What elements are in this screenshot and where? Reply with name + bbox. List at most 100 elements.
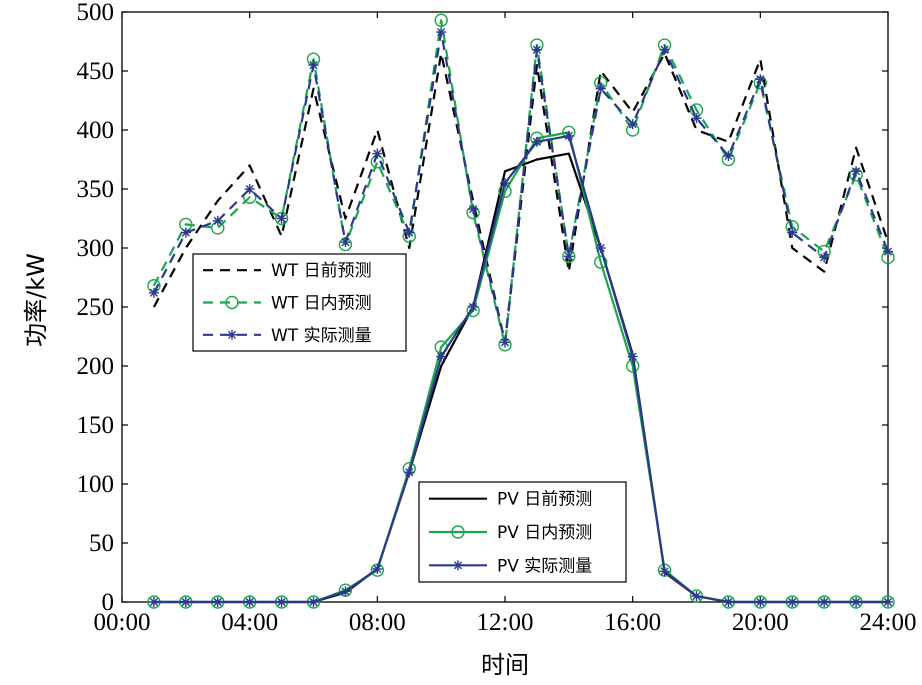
star-marker-stroke	[468, 204, 478, 214]
star-marker	[787, 227, 798, 238]
star-marker	[755, 74, 766, 85]
star-marker	[659, 566, 670, 577]
legend-label: PV 实际测量	[497, 556, 592, 576]
star-marker-stroke	[660, 45, 669, 54]
star-marker	[627, 351, 638, 362]
star-marker	[453, 560, 463, 571]
y-tick-label: 0	[102, 589, 115, 616]
circle-marker	[451, 525, 465, 539]
star-marker	[563, 130, 574, 141]
star-marker	[468, 302, 479, 312]
x-tick-label: 24:00	[860, 609, 917, 636]
circle-marker	[594, 255, 608, 269]
circle-marker	[434, 13, 448, 27]
legend-wt: WT 日前预测 WT 日内预测 WT 实际测量	[192, 253, 407, 352]
star-marker	[404, 467, 415, 478]
y-tick-label: 200	[77, 353, 115, 380]
star-marker-stroke	[883, 597, 893, 607]
star-marker	[563, 251, 574, 262]
star-marker-stroke	[564, 252, 573, 261]
series-pv-5	[148, 130, 893, 607]
y-tick-label: 150	[77, 412, 115, 439]
star-marker	[436, 351, 447, 362]
x-axis-title: 时间	[481, 651, 529, 679]
series-wt-2	[148, 27, 893, 348]
star-marker-stroke	[500, 338, 510, 347]
circle-marker	[225, 295, 239, 310]
legend-label: WT 实际测量	[271, 326, 372, 346]
star-marker	[755, 597, 766, 607]
star-marker	[372, 563, 383, 574]
star-marker	[883, 246, 893, 257]
star-marker	[500, 178, 510, 189]
star-marker	[819, 597, 830, 607]
star-marker-stroke	[660, 567, 669, 576]
star-marker	[851, 597, 862, 607]
star-marker	[148, 597, 159, 607]
star-marker	[212, 215, 223, 226]
star-marker	[659, 44, 670, 55]
y-tick-label: 100	[77, 471, 115, 498]
star-marker-stroke	[628, 120, 637, 129]
star-marker	[595, 83, 606, 94]
star-marker	[276, 213, 287, 224]
star-marker-stroke	[437, 27, 446, 37]
legend-label: WT 日内预测	[271, 294, 372, 314]
star-marker-stroke	[373, 564, 382, 574]
star-marker	[531, 44, 542, 55]
y-tick-label: 350	[77, 176, 115, 203]
star-marker-stroke	[532, 137, 542, 146]
star-marker	[819, 252, 830, 263]
star-marker-stroke	[309, 597, 318, 607]
star-marker-stroke	[820, 597, 829, 607]
legend-label: PV 日前预测	[497, 490, 592, 510]
star-marker	[723, 597, 734, 607]
star-marker-stroke	[405, 228, 414, 237]
star-marker	[180, 227, 191, 238]
y-tick-label: 300	[77, 235, 115, 262]
star-marker	[148, 287, 159, 298]
star-marker	[404, 227, 415, 238]
x-tick-label: 16:00	[604, 609, 661, 636]
star-marker-stroke	[309, 61, 318, 70]
star-marker	[372, 148, 383, 159]
star-marker	[595, 243, 606, 253]
legend-layer: WT 日前预测 WT 日内预测 WT 实际测量 PV 日前预测 PV 日内预测 PV 实际…	[192, 253, 627, 583]
star-marker	[308, 60, 319, 71]
star-marker-stroke	[724, 597, 733, 607]
star-marker-stroke	[149, 597, 159, 607]
y-tick-label: 250	[77, 294, 115, 321]
star-marker-stroke	[277, 597, 286, 607]
star-marker	[500, 337, 510, 348]
x-tick-label: 00:00	[94, 609, 151, 636]
star-marker-stroke	[213, 597, 222, 607]
star-marker-stroke	[820, 253, 829, 262]
star-marker	[436, 27, 447, 38]
star-marker	[883, 597, 893, 607]
star-marker	[531, 136, 542, 147]
y-tick-label: 500	[77, 0, 115, 26]
series-layer	[147, 13, 895, 609]
star-marker-stroke	[245, 597, 254, 607]
x-tick-label: 08:00	[349, 609, 406, 636]
star-marker-stroke	[851, 167, 861, 176]
star-marker-stroke	[373, 149, 382, 158]
legend-label: PV 日内预测	[497, 523, 592, 543]
star-marker-stroke	[756, 597, 765, 607]
star-marker	[227, 329, 237, 340]
star-marker	[180, 597, 191, 607]
star-marker-stroke	[405, 468, 414, 477]
star-marker-stroke	[788, 597, 797, 607]
star-marker-stroke	[532, 45, 542, 54]
star-marker-stroke	[788, 228, 797, 237]
star-marker	[212, 597, 223, 607]
star-marker-stroke	[596, 243, 605, 253]
series-line	[153, 134, 888, 604]
star-marker	[787, 597, 798, 607]
star-marker-stroke	[213, 216, 222, 225]
star-marker-stroke	[851, 597, 861, 607]
star-marker-stroke	[883, 247, 893, 256]
star-marker-stroke	[245, 184, 254, 194]
star-marker-stroke	[181, 597, 190, 607]
